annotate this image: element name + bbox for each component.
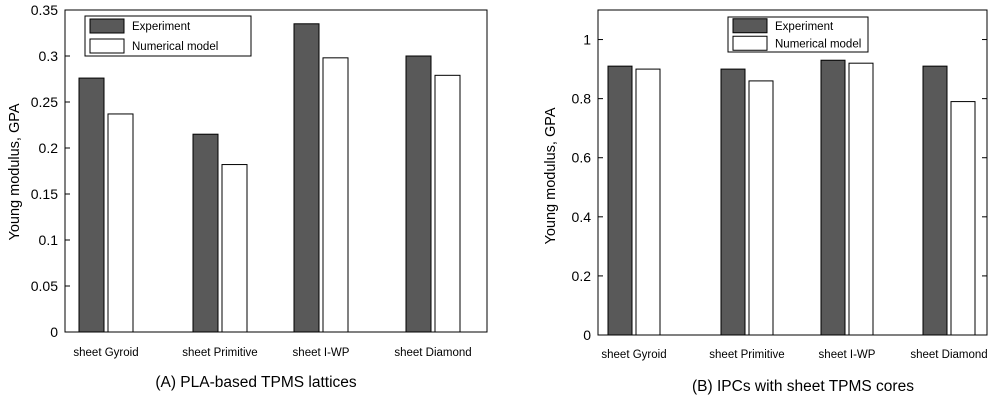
- axes-frame-a: [64, 9, 488, 333]
- bar-b-0-1: [720, 68, 746, 336]
- bar-b-0-2: [820, 59, 846, 336]
- bar-a-1-1: [221, 164, 248, 333]
- ylabel-b: Young modulus, GPA: [543, 107, 559, 244]
- plot-area-b: 0 0.2 0.4 0.6 0.8 1 sheet Gyroid sheet Primitiv…: [572, 9, 988, 361]
- bar-a-0-3: [405, 55, 432, 333]
- bar-b-1-3: [950, 101, 976, 336]
- bar-b-1-2: [848, 62, 874, 336]
- ytick-label-a: 0.05: [31, 278, 58, 294]
- ytick-label-b: 1: [583, 32, 591, 48]
- legend-swatch-a-1: [89, 38, 125, 54]
- bar-b-0-0: [607, 65, 633, 336]
- ytick-label-a: 0.15: [31, 186, 58, 202]
- category-label-a: sheet Primitive: [182, 347, 257, 359]
- ytick-label-a: 0.25: [31, 94, 58, 110]
- legend-label-b-1: Numerical model: [775, 38, 861, 50]
- ytick-label-b: 0.6: [572, 150, 592, 166]
- legend-label-b-0: Experiment: [775, 21, 834, 33]
- ytick-label-a: 0.3: [39, 48, 59, 64]
- bar-b-1-1: [748, 80, 774, 336]
- bar-a-1-2: [322, 57, 349, 333]
- legend-label-a-1: Numerical model: [132, 41, 218, 53]
- category-label-b: sheet Diamond: [910, 349, 987, 361]
- caption-a: (A) PLA-based TPMS lattices: [155, 374, 357, 391]
- legend-swatch-b-0: [732, 18, 768, 34]
- legend-swatch-a-0: [89, 18, 125, 34]
- category-label-b: sheet Primitive: [709, 349, 784, 361]
- ylabel-a: Young modulus, GPA: [7, 103, 23, 240]
- legend-swatch-b-1: [732, 35, 768, 51]
- bar-a-0-2: [293, 23, 320, 333]
- ytick-label-b: 0.8: [572, 91, 592, 107]
- bar-a-0-1: [192, 133, 219, 333]
- category-label-a: sheet Gyroid: [73, 347, 138, 359]
- category-label-b: sheet I-WP: [819, 349, 876, 361]
- bar-b-0-3: [922, 65, 948, 336]
- ytick-label-a: 0.35: [31, 2, 58, 18]
- ytick-label-a: 0: [50, 324, 58, 340]
- ytick-label-a: 0.2: [39, 140, 59, 156]
- axes-frame-b: [597, 9, 988, 336]
- caption-b: (B) IPCs with sheet TPMS cores: [692, 378, 914, 395]
- ytick-label-a: 0.1: [39, 232, 59, 248]
- category-label-a: sheet Diamond: [394, 347, 471, 359]
- category-label-a: sheet I-WP: [293, 347, 350, 359]
- ytick-label-b: 0.4: [572, 209, 592, 225]
- bar-a-0-0: [78, 77, 105, 333]
- ytick-label-b: 0.2: [572, 268, 592, 284]
- legend-label-a-0: Experiment: [132, 21, 191, 33]
- bar-a-1-3: [434, 74, 461, 333]
- bar-b-1-0: [635, 68, 661, 336]
- plot-area-a: 0 0.05 0.1 0.15 0.2 0.25 0.3 0.35 sheet Gyroid sh…: [31, 2, 488, 359]
- category-label-b: sheet Gyroid: [601, 349, 666, 361]
- bar-a-1-0: [107, 113, 134, 333]
- ytick-label-b: 0: [583, 327, 591, 343]
